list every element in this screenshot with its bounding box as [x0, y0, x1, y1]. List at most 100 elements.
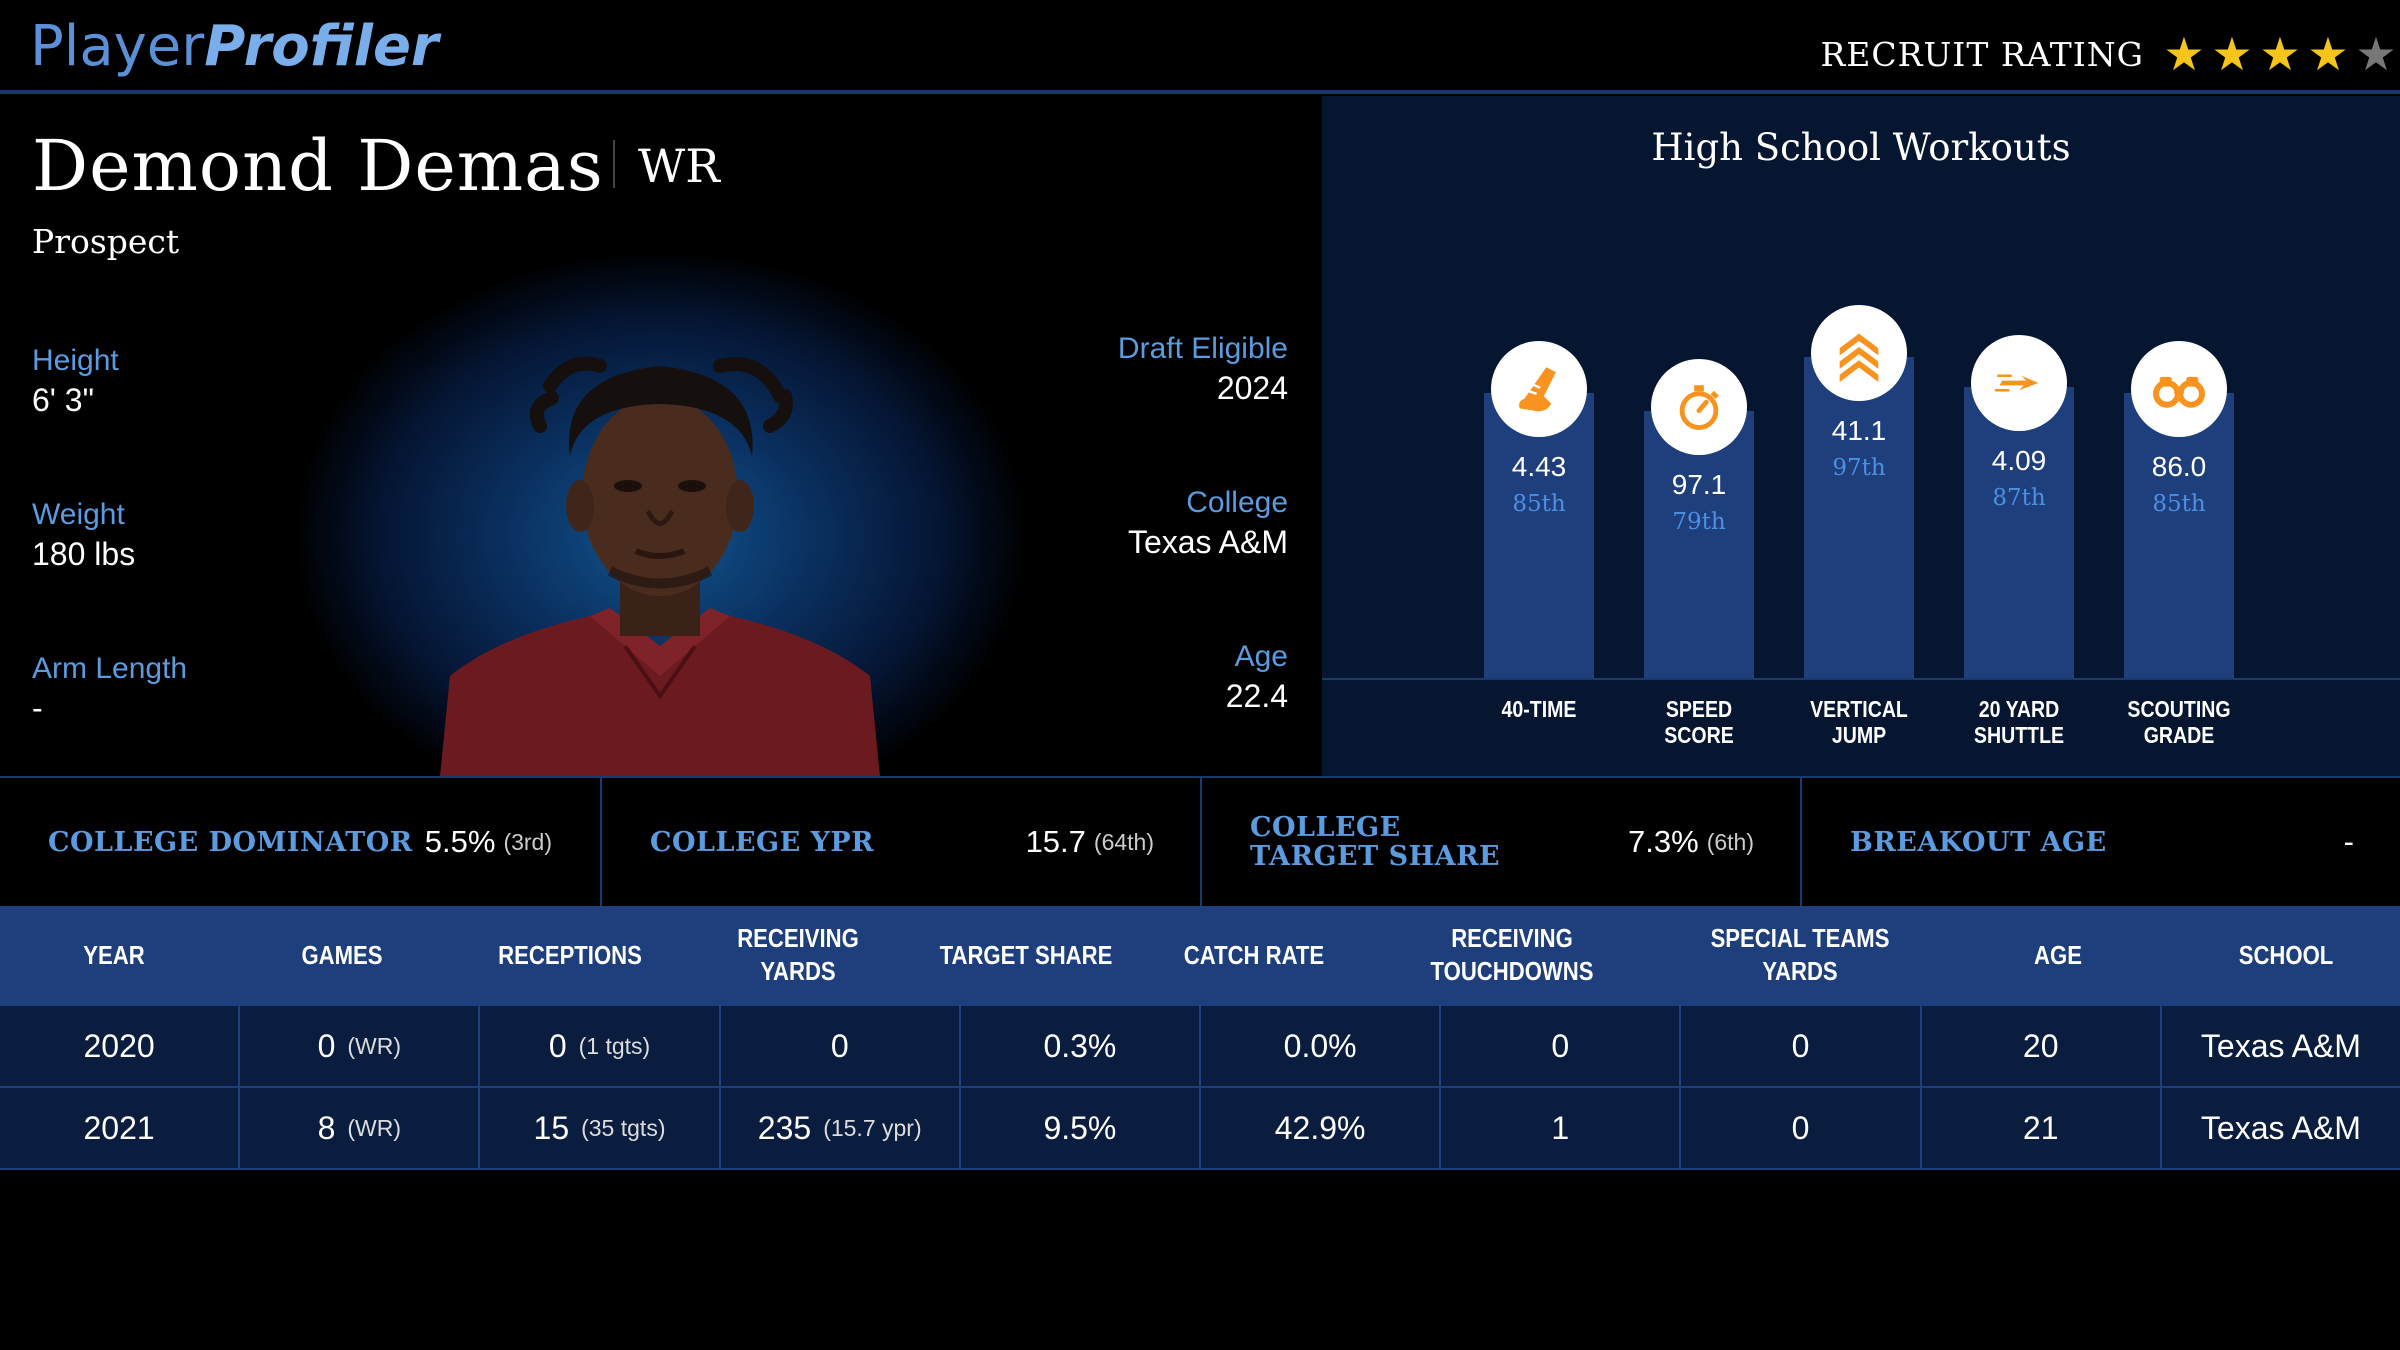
cell-special-teams-yards: 0 — [1681, 1088, 1922, 1168]
metric-value: 15.7 (64th) — [1025, 824, 1154, 859]
workout-value: 4.43 — [1511, 451, 1567, 482]
col-header-target-share[interactable]: TARGET SHARE — [939, 939, 1113, 970]
metric-value: 5.5% (3rd) — [424, 824, 552, 859]
player-photo — [440, 356, 880, 776]
workout-value: 4.09 — [1991, 445, 2047, 476]
logo-text-player: Player — [30, 14, 205, 79]
metric-label: COLLEGE DOMINATOR — [48, 826, 413, 858]
recruit-rating: RECRUIT RATING ★ ★ ★ ★ ★ — [1820, 30, 2400, 78]
col-header-special-teams-yards[interactable]: SPECIAL TEAMS YARDS — [1710, 923, 1890, 986]
metric-label: COLLEGE TARGET SHARE — [1250, 812, 1501, 872]
metric-rank: (64th) — [1093, 828, 1154, 855]
cell-year: 2020 — [0, 1006, 241, 1086]
cell-school: Texas A&M — [2200, 1109, 2361, 1146]
metric-rank: (6th) — [1706, 828, 1754, 855]
cell-year: 2021 — [0, 1088, 241, 1168]
cell-catch-rate: 0.0% — [1201, 1006, 1442, 1086]
logo-text-profiler: Profiler — [204, 14, 439, 79]
table-row: 2020 0 (WR) 0 (1 tgts) 0 0.3% 0.0% 0 0 20 … — [0, 1004, 2400, 1086]
chevrons-up-icon — [1811, 305, 1907, 401]
star-icon: ★ — [2211, 28, 2253, 80]
logo[interactable]: PlayerProfiler — [30, 14, 439, 79]
col-header-year[interactable]: YEAR — [83, 939, 145, 970]
table-header: YEAR GAMES RECEPTIONS RECEIVING YARDS TA… — [0, 906, 2400, 1004]
workout-percentile: 87th — [1992, 485, 2046, 511]
col-header-catch-rate[interactable]: CATCH RATE — [1183, 939, 1325, 970]
cell-catch-rate: 42.9% — [1201, 1088, 1442, 1168]
draft-eligible-value: 2024 — [1216, 370, 1288, 406]
star-empty-icon: ★ — [2355, 28, 2397, 80]
metric-rank: (3rd) — [503, 828, 552, 855]
col-header-receptions[interactable]: RECEPTIONS — [498, 939, 642, 970]
weight-label: Weight — [32, 498, 125, 531]
age-value: 22.4 — [1225, 678, 1288, 714]
running-shoe-icon — [1491, 341, 1587, 437]
col-header-age[interactable]: AGE — [2034, 939, 2082, 970]
workout-percentile: 85th — [2152, 491, 2206, 517]
workout-label-vertical-jump: VERTICAL JUMP — [1810, 696, 1908, 748]
player-name: Demond Demas — [32, 125, 604, 207]
workout-bar-40-time[interactable] — [1484, 393, 1594, 678]
name-divider — [613, 140, 615, 188]
workout-percentile: 97th — [1832, 455, 1886, 481]
age-label: Age — [1234, 640, 1288, 673]
col-header-receiving-yards[interactable]: RECEIVING YARDS — [737, 923, 859, 986]
college-stats-table: YEAR GAMES RECEPTIONS RECEIVING YARDS TA… — [0, 906, 2400, 1170]
star-icon: ★ — [2307, 28, 2349, 80]
arm-length-label: Arm Length — [32, 652, 188, 685]
cell-receiving-touchdowns: 0 — [1441, 1006, 1682, 1086]
col-header-receiving-touchdowns[interactable]: RECEIVING TOUCHDOWNS — [1430, 923, 1594, 986]
col-header-school[interactable]: SCHOOL — [2238, 939, 2334, 970]
workout-label-scouting-grade: SCOUTING GRADE — [2127, 696, 2231, 748]
height-value: 6' 3" — [32, 382, 94, 418]
workout-value: 86.0 — [2151, 451, 2207, 482]
table-row: 2021 8 (WR) 15 (35 tgts) 235 (15.7 ypr) 9.5… — [0, 1086, 2400, 1168]
chart-baseline — [1322, 678, 2400, 680]
workout-bar-speed-score[interactable] — [1644, 411, 1754, 678]
stopwatch-icon — [1651, 359, 1747, 455]
cell-age: 21 — [1922, 1088, 2162, 1168]
arm-length-value: - — [32, 690, 43, 726]
col-header-games[interactable]: GAMES — [301, 939, 383, 970]
workouts-title: High School Workouts — [1651, 126, 2071, 169]
top-bar: PlayerProfiler RECRUIT RATING ★ ★ ★ ★ ★ — [0, 0, 2400, 94]
cell-target-share: 9.5% — [961, 1088, 1202, 1168]
cell-receptions: 15 (35 tgts) — [480, 1088, 721, 1168]
cell-school: Texas A&M — [2200, 1027, 2361, 1064]
cell-games: 8 (WR) — [240, 1088, 481, 1168]
recruit-rating-label: RECRUIT RATING — [1820, 34, 2144, 74]
star-icon: ★ — [2163, 28, 2205, 80]
workout-bar-scouting-grade[interactable] — [2124, 393, 2234, 678]
workout-value: 97.1 — [1671, 469, 1727, 500]
workout-percentile: 79th — [1672, 509, 1726, 535]
workout-percentile: 85th — [1512, 491, 1566, 517]
college-label: College — [1186, 486, 1288, 519]
workout-bar-20-yard-shuttle[interactable] — [1964, 387, 2074, 678]
lightning-icon — [1971, 335, 2067, 431]
player-status: Prospect — [32, 222, 180, 261]
workout-bar-vertical-jump[interactable] — [1804, 357, 1914, 678]
cell-special-teams-yards: 0 — [1681, 1006, 1922, 1086]
cell-target-share: 0.3% — [961, 1006, 1202, 1086]
weight-value: 180 lbs — [32, 536, 136, 572]
cell-receiving-touchdowns: 1 — [1441, 1088, 1682, 1168]
profile-panel: Demond Demas WR Prospect Height 6' 3" We… — [0, 96, 1320, 776]
metric-breakout-age[interactable]: BREAKOUT AGE - — [1800, 778, 2400, 906]
metric-value: - — [2343, 824, 2354, 859]
table-bottom-border — [0, 1168, 2400, 1170]
cell-receiving-yards: 0 — [721, 1006, 961, 1086]
metric-college-target-share[interactable]: COLLEGE TARGET SHARE 7.3% (6th) — [1200, 778, 1802, 906]
player-position: WR — [638, 139, 720, 193]
workout-label-speed-score: SPEED SCORE — [1664, 696, 1734, 748]
height-label: Height — [32, 344, 119, 377]
metric-college-ypr[interactable]: COLLEGE YPR 15.7 (64th) — [600, 778, 1202, 906]
cell-age: 20 — [1922, 1006, 2162, 1086]
college-metrics-row: COLLEGE DOMINATOR 5.5% (3rd) COLLEGE YPR … — [0, 776, 2400, 906]
workout-label-20-yard-shuttle: 20 YARD SHUTTLE — [1973, 696, 2065, 748]
metric-label: COLLEGE YPR — [650, 826, 875, 858]
cell-receiving-yards: 235 (15.7 ypr) — [721, 1088, 961, 1168]
draft-eligible-label: Draft Eligible — [1117, 332, 1288, 365]
college-value: Texas A&M — [1127, 524, 1288, 560]
metric-college-dominator[interactable]: COLLEGE DOMINATOR 5.5% (3rd) — [0, 778, 600, 906]
binoculars-icon — [2131, 341, 2227, 437]
